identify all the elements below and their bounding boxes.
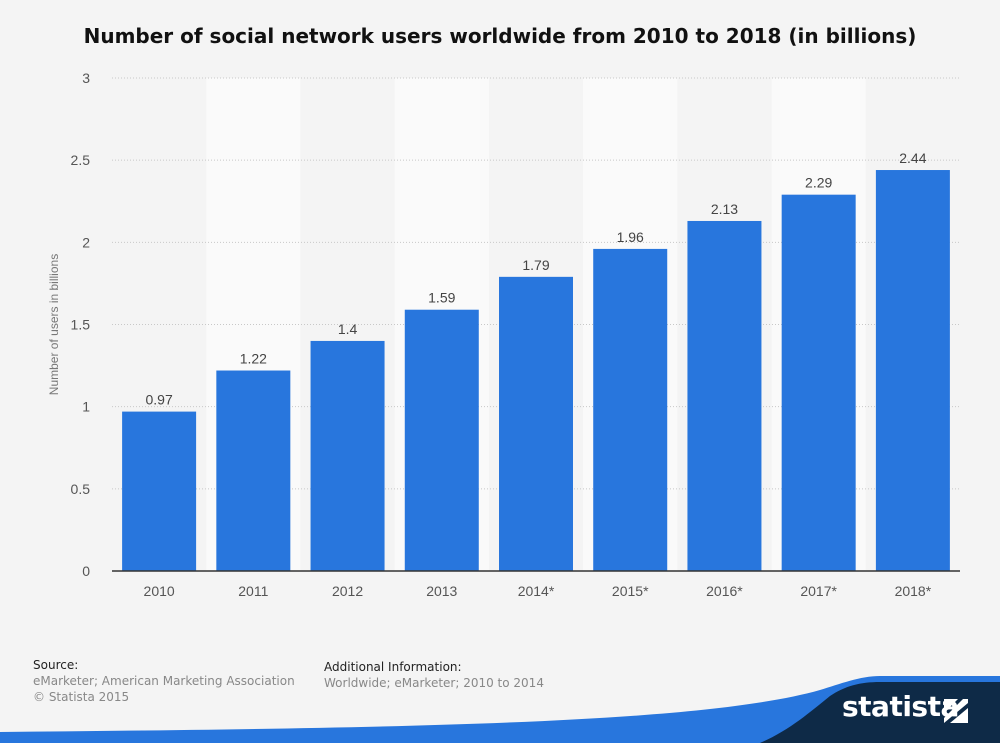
data-label: 1.79 xyxy=(522,257,549,273)
x-tick-label: 2012 xyxy=(332,583,363,599)
y-tick-label: 1.5 xyxy=(71,317,91,333)
y-tick-label: 3 xyxy=(82,70,90,86)
x-tick-labels: 2010 2011 2012 2013 2014* 2015* 2016* 2017* 2018… xyxy=(144,583,932,599)
data-label: 1.96 xyxy=(617,229,644,245)
y-tick-labels: 0 0.5 1 1.5 2 2.5 3 xyxy=(71,70,91,579)
x-tick-label: 2011 xyxy=(238,583,268,599)
data-label: 1.4 xyxy=(338,321,358,337)
bar xyxy=(499,276,573,571)
additional-info-heading: Additional Information: xyxy=(324,660,462,674)
data-label: 2.44 xyxy=(899,150,926,166)
bar xyxy=(781,194,856,571)
bar xyxy=(593,248,668,571)
source-block: Source: eMarketer; American Marketing As… xyxy=(33,657,295,705)
data-label: 2.13 xyxy=(711,201,738,217)
value-labels: 0.97 1.22 1.4 1.59 1.79 1.96 2.13 2.29 2.44 xyxy=(145,150,926,408)
statista-logo-icon xyxy=(944,699,968,723)
bar xyxy=(875,170,950,571)
bar xyxy=(687,220,762,571)
x-tick-label: 2010 xyxy=(144,583,175,599)
bar xyxy=(216,370,291,571)
y-axis-label: Number of users in billions xyxy=(47,254,61,395)
statista-wordmark: statista xyxy=(842,690,959,723)
source-heading: Source: xyxy=(33,658,79,672)
brand-banner xyxy=(0,676,1000,743)
y-tick-label: 2 xyxy=(82,234,90,250)
y-tick-label: 0 xyxy=(82,563,90,579)
x-tick-label: 2016* xyxy=(706,583,743,599)
bars xyxy=(122,170,950,571)
x-tick-label: 2015* xyxy=(612,583,649,599)
y-tick-label: 0.5 xyxy=(71,481,91,497)
x-tick-label: 2014* xyxy=(518,583,555,599)
additional-info-text: Worldwide; eMarketer; 2010 to 2014 xyxy=(324,676,544,690)
additional-info-block: Additional Information: Worldwide; eMark… xyxy=(324,659,544,691)
y-tick-label: 1 xyxy=(82,399,90,415)
bar xyxy=(404,309,479,571)
data-label: 1.59 xyxy=(428,290,455,306)
y-tick-label: 2.5 xyxy=(71,152,91,168)
x-tick-label: 2018* xyxy=(895,583,932,599)
copyright-line: © Statista 2015 xyxy=(33,690,130,704)
bar xyxy=(122,411,197,571)
bar xyxy=(310,340,385,571)
x-tick-label: 2013 xyxy=(426,583,457,599)
chart-title: Number of social network users worldwide… xyxy=(83,24,917,48)
data-label: 0.97 xyxy=(145,392,172,408)
source-line: eMarketer; American Marketing Associatio… xyxy=(33,674,295,688)
data-label: 2.29 xyxy=(805,175,832,191)
x-tick-label: 2017* xyxy=(800,583,837,599)
data-label: 1.22 xyxy=(240,351,267,367)
